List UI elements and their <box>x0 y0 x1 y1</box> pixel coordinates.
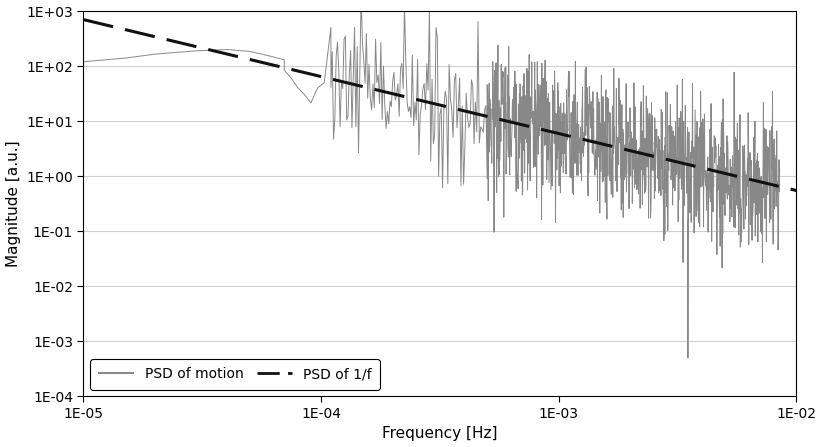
PSD of motion <box>775 166 785 172</box>
PSD of 1/f <box>725 172 735 177</box>
PSD of 1/f <box>81 17 90 23</box>
Legend: PSD of motion, PSD of 1/f: PSD of motion, PSD of 1/f <box>90 359 380 389</box>
PSD of motion <box>716 201 726 206</box>
PSD of 1/f <box>78 17 88 22</box>
X-axis label: Frequency [Hz]: Frequency [Hz] <box>382 426 497 442</box>
PSD of motion <box>481 103 491 108</box>
Y-axis label: Magnitude [a.u.]: Magnitude [a.u.] <box>6 140 21 267</box>
Line: PSD of 1/f: PSD of 1/f <box>83 20 797 190</box>
Line: PSD of motion: PSD of motion <box>83 0 780 358</box>
PSD of motion <box>78 59 88 64</box>
PSD of 1/f <box>501 118 510 123</box>
PSD of motion <box>683 355 693 361</box>
PSD of motion <box>488 77 498 83</box>
PSD of 1/f <box>792 188 801 193</box>
PSD of 1/f <box>503 118 513 124</box>
PSD of 1/f <box>680 161 690 166</box>
PSD of motion <box>497 69 507 74</box>
PSD of motion <box>683 219 693 225</box>
PSD of motion <box>410 100 420 105</box>
PSD of 1/f <box>515 122 524 127</box>
